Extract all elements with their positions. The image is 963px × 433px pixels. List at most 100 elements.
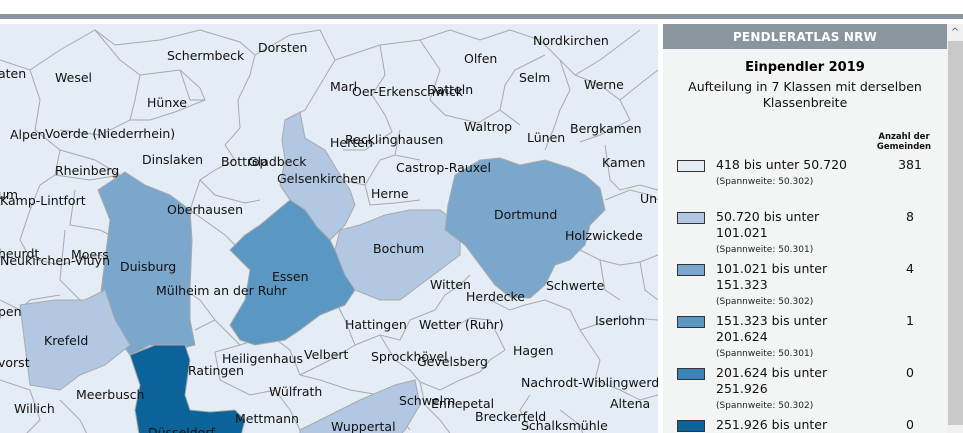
- class-swatch: [677, 264, 705, 276]
- municipality-label: Sprockhövel: [371, 349, 448, 364]
- top-divider-bar: [0, 14, 963, 19]
- class-swatch: [677, 368, 705, 380]
- municipality-label: Iserlohn: [595, 313, 645, 328]
- region-essen: [229, 199, 356, 346]
- municipality-label: Neukirchen-Vluyn: [0, 253, 110, 268]
- class-range: 201.624 bis unter 251.926 (Spannweite: 50…: [716, 365, 866, 412]
- municipality-label: Marl: [330, 79, 357, 94]
- municipality-label: Witten: [430, 277, 471, 292]
- class-range: 251.926 bis unter 302.227: [716, 417, 828, 432]
- municipality-label: Ennepetal: [431, 396, 494, 411]
- municipality-label: Bochum: [373, 241, 424, 256]
- municipality-label: um: [0, 187, 18, 202]
- legend-panel: PENDLERATLAS NRW Einpendler 2019 Aufteil…: [663, 24, 947, 433]
- class-count: 381: [898, 157, 922, 172]
- scroll-up-arrow-icon[interactable]: ^: [950, 27, 960, 38]
- municipality-label: Gelsenkirchen: [277, 171, 366, 186]
- legend-class: 151.323 bis unter 201.624 (Spannweite: 50…: [663, 313, 947, 365]
- municipality-label: Lünen: [527, 130, 565, 145]
- municipality-label: Kamp-Lintfort: [0, 193, 86, 208]
- municipality-label: Mettmann: [235, 411, 299, 426]
- legend-class: 201.624 bis unter 251.926 (Spannweite: 50…: [663, 365, 947, 417]
- map-canvas[interactable]: Schermbeck Dorsten aten Wesel Hünxe Alpen Voer…: [0, 24, 658, 433]
- municipality-label: Herdecke: [466, 289, 525, 304]
- municipality-label: Selm: [519, 70, 550, 85]
- class-count: 0: [906, 417, 914, 432]
- municipality-label: Kamen: [602, 155, 645, 170]
- municipality-label: heurdt: [0, 246, 39, 261]
- legend-class: 50.720 bis unter 101.021 (Spannweite: 50.…: [663, 209, 947, 261]
- class-swatch: [677, 160, 705, 172]
- class-count: 0: [906, 365, 914, 380]
- legend-subtitle: Aufteilung in 7 Klassen mit derselben Kl…: [688, 79, 922, 110]
- class-swatch: [677, 420, 705, 432]
- region-gelsenkirchen: [279, 111, 356, 241]
- municipality-label: Datteln: [427, 82, 473, 97]
- legend-title: Einpendler 2019: [745, 60, 865, 75]
- municipality-label: Schwelm: [399, 393, 455, 408]
- municipality-label: Recklinghausen: [345, 132, 443, 147]
- municipality-label: Werne: [584, 77, 624, 92]
- municipality-label: Essen: [272, 269, 309, 284]
- region-bochum: [334, 209, 461, 301]
- municipality-label: Wülfrath: [269, 384, 322, 399]
- municipality-label: Nachrodt-Wiblingwerde: [521, 375, 658, 390]
- legend-class: 251.926 bis unter 302.227 0: [663, 417, 947, 433]
- region-wuppertal: [299, 379, 421, 433]
- legend-scrollbar[interactable]: ^: [947, 24, 963, 433]
- municipality-labels: Schermbeck Dorsten aten Wesel Hünxe Alpen Voer…: [0, 33, 658, 433]
- municipality-label: Oberhausen: [167, 202, 243, 217]
- highlighted-municipalities: [19, 111, 606, 433]
- municipality-label: Voerde (Niederrhein): [45, 126, 175, 141]
- class-range: 151.323 bis unter 201.624 (Spannweite: 50…: [716, 313, 866, 360]
- municipality-label: Hattingen: [345, 317, 407, 332]
- municipality-label: Dinslaken: [142, 152, 203, 167]
- municipality-label: Oer-Erkenschwick: [352, 84, 464, 99]
- municipality-label: Rheinberg: [55, 163, 119, 178]
- municipality-label: aten: [0, 66, 26, 81]
- legend-class: 101.021 bis unter 151.323 (Spannweite: 50…: [663, 261, 947, 313]
- municipality-label: Ratingen: [188, 363, 244, 378]
- class-span: (Spannweite: 50.302): [716, 177, 814, 187]
- municipality-label: Krefeld: [44, 333, 88, 348]
- class-range: 418 bis unter 50.720 (Spannweite: 50.302): [716, 157, 866, 188]
- municipality-label: Holzwickede: [565, 228, 643, 243]
- class-count: 8: [906, 209, 914, 224]
- choropleth-map[interactable]: Schermbeck Dorsten aten Wesel Hünxe Alpen Voer…: [0, 24, 658, 433]
- municipality-label: Wesel: [55, 70, 92, 85]
- municipality-label: vorst: [0, 355, 30, 370]
- municipality-label: Meerbusch: [76, 387, 144, 402]
- class-swatch: [677, 316, 705, 328]
- region-duesseldorf: [129, 344, 246, 433]
- class-span: (Spannweite: 50.301): [716, 349, 814, 359]
- legend-classes: 418 bis unter 50.720 (Spannweite: 50.302)…: [663, 157, 947, 433]
- municipality-label: Düsseldorf: [148, 425, 215, 433]
- scroll-thumb[interactable]: [948, 41, 963, 425]
- class-range: 50.720 bis unter 101.021 (Spannweite: 50.…: [716, 209, 866, 256]
- municipality-label: Schermbeck: [167, 48, 245, 63]
- region-dortmund: [444, 157, 606, 299]
- municipality-label: Waltrop: [464, 119, 512, 134]
- municipality-label: Gevelsberg: [417, 354, 488, 369]
- class-span: (Spannweite: 50.302): [716, 401, 814, 411]
- municipality-label: Hünxe: [147, 95, 187, 110]
- municipality-label: Un: [640, 191, 657, 206]
- municipality-label: Breckerfeld: [475, 409, 546, 424]
- municipality-label: Heiligenhaus: [222, 351, 303, 366]
- municipality-label: Nordkirchen: [533, 33, 609, 48]
- municipality-label: Moers: [71, 247, 109, 262]
- municipality-label: Willich: [14, 401, 55, 416]
- class-swatch: [677, 212, 705, 224]
- municipality-label: Schwerte: [546, 278, 605, 293]
- count-column-header: Anzahl der Gemeinden: [876, 132, 932, 152]
- municipality-label: Mülheim an der Ruhr: [156, 283, 288, 298]
- class-count: 4: [906, 261, 914, 276]
- legend-class: 418 bis unter 50.720 (Spannweite: 50.302)…: [663, 157, 947, 209]
- municipality-label: Herne: [371, 186, 409, 201]
- class-range: 101.021 bis unter 151.323 (Spannweite: 50…: [716, 261, 866, 308]
- municipality-label: Wuppertal: [331, 419, 396, 433]
- municipality-label: Duisburg: [120, 259, 176, 274]
- municipality-label: Bottrop: [221, 154, 268, 169]
- municipality-label: Velbert: [304, 347, 349, 362]
- municipality-label: Wetter (Ruhr): [419, 317, 504, 332]
